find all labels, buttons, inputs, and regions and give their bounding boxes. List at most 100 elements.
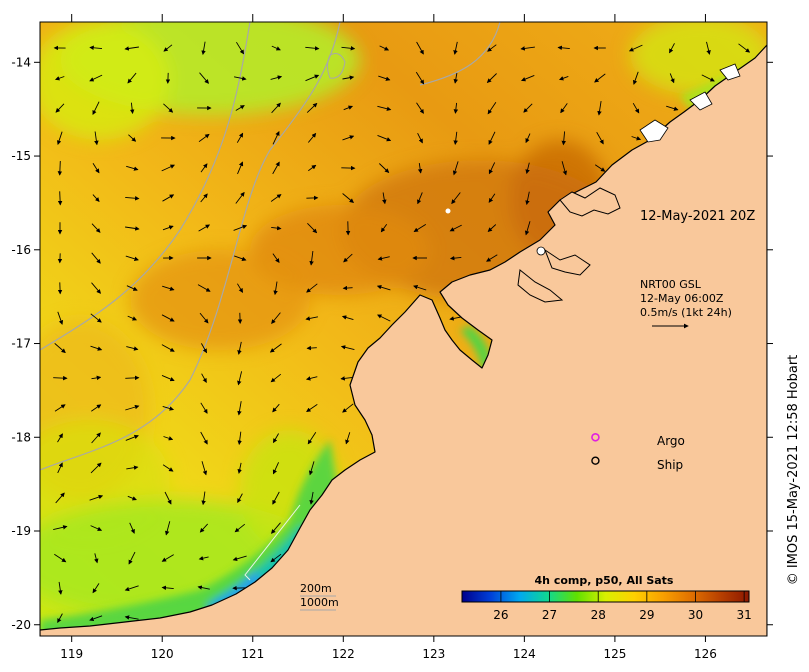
current-arrow-191 bbox=[126, 465, 139, 470]
island-cloud-mask bbox=[639, 63, 741, 143]
axis-ticks: 119 120 121 122 123 124 125 126 -14 -15 -16 -17 -18 -… bbox=[11, 14, 773, 661]
current-arrow-101 bbox=[451, 192, 461, 205]
isobath-north bbox=[419, 22, 501, 86]
current-arrow-225 bbox=[57, 613, 63, 624]
current-arrow-111 bbox=[307, 222, 318, 234]
current-arrow-45 bbox=[271, 102, 281, 114]
current-arrow-55 bbox=[632, 102, 640, 114]
land-mass bbox=[40, 44, 767, 636]
lat-tick-label-0: -14 bbox=[11, 55, 31, 69]
obs-legend: Argo Ship bbox=[657, 434, 685, 472]
current-arrow-164 bbox=[125, 375, 140, 381]
current-arrow-85 bbox=[452, 161, 459, 176]
current-arrow-162 bbox=[53, 375, 68, 381]
current-arrow-227 bbox=[124, 615, 139, 620]
current-product-label: NRT00 GSL bbox=[640, 278, 702, 291]
current-arrow-174 bbox=[162, 405, 175, 411]
current-arrow-89 bbox=[594, 164, 606, 172]
current-arrow-107 bbox=[162, 225, 174, 231]
current-arrow-7 bbox=[305, 46, 320, 51]
current-arrow-74 bbox=[57, 160, 63, 176]
current-arrow-12 bbox=[487, 44, 497, 52]
current-arrow-8 bbox=[341, 46, 356, 51]
current-arrow-157 bbox=[201, 343, 207, 354]
current-arrow-113 bbox=[380, 223, 388, 233]
current-arrow-58 bbox=[94, 131, 99, 146]
colorbar-tick-label-3: 29 bbox=[639, 608, 654, 622]
current-arrow-184 bbox=[200, 431, 208, 445]
current-arrow-139 bbox=[342, 285, 353, 291]
current-arrow-143 bbox=[90, 313, 102, 323]
current-arrow-125 bbox=[309, 251, 314, 266]
current-arrow-105 bbox=[91, 223, 101, 233]
current-arrow-4 bbox=[201, 41, 206, 56]
current-arrow-109 bbox=[233, 224, 248, 231]
current-arrow-167 bbox=[237, 371, 243, 386]
current-arrow-14 bbox=[557, 45, 570, 51]
current-arrow-169 bbox=[305, 376, 318, 381]
current-arrow-137 bbox=[273, 281, 278, 296]
current-arrow-197 bbox=[55, 492, 65, 504]
current-arrow-100 bbox=[417, 192, 423, 205]
current-arrow-222 bbox=[161, 585, 174, 591]
isobath-200m bbox=[40, 22, 251, 351]
current-arrow-73 bbox=[631, 136, 642, 141]
lon-tick-label-4: 123 bbox=[422, 647, 445, 661]
current-arrow-151 bbox=[377, 314, 391, 322]
colorbar-ramp bbox=[461, 590, 750, 603]
lon-tick-label-5: 124 bbox=[513, 647, 536, 661]
current-arrow-210 bbox=[234, 523, 246, 533]
current-arrow-158 bbox=[237, 341, 242, 355]
current-arrow-67 bbox=[417, 132, 423, 144]
current-arrow-61 bbox=[198, 133, 210, 143]
current-arrow-86 bbox=[488, 162, 496, 175]
current-arrow-219 bbox=[58, 581, 63, 595]
current-arrow-90 bbox=[57, 191, 63, 206]
current-arrow-156 bbox=[161, 344, 175, 352]
current-arrow-145 bbox=[161, 314, 175, 322]
current-arrow-92 bbox=[125, 196, 140, 201]
current-arrow-160 bbox=[306, 345, 317, 351]
current-arrow-178 bbox=[306, 404, 318, 413]
current-arrow-152 bbox=[449, 316, 463, 321]
current-arrow-181 bbox=[91, 432, 101, 444]
current-arrow-84 bbox=[417, 163, 423, 174]
current-arrow-68 bbox=[453, 131, 458, 145]
current-arrow-117 bbox=[524, 221, 531, 236]
lon-tick-label-6: 125 bbox=[603, 647, 626, 661]
current-arrow-182 bbox=[125, 434, 139, 441]
current-arrow-216 bbox=[198, 556, 209, 561]
current-arrow-136 bbox=[237, 283, 243, 293]
current-arrow-41 bbox=[129, 102, 135, 115]
current-arrow-198 bbox=[89, 494, 104, 501]
current-arrow-13 bbox=[520, 46, 535, 51]
current-arrow-70 bbox=[525, 133, 531, 144]
current-arrow-11 bbox=[453, 41, 458, 55]
current-arrow-94 bbox=[200, 193, 208, 203]
current-arrow-31 bbox=[453, 72, 458, 84]
colorbar-tick-label-0: 26 bbox=[493, 608, 508, 622]
current-arrow-149 bbox=[305, 316, 318, 321]
colorbar-tick-label-4: 30 bbox=[688, 608, 703, 622]
current-arrow-83 bbox=[378, 163, 390, 174]
argo-legend-label: Argo bbox=[657, 434, 685, 448]
current-arrow-153 bbox=[54, 343, 66, 354]
current-arrow-120 bbox=[125, 255, 139, 261]
current-arrow-42 bbox=[163, 103, 174, 113]
current-arrow-102 bbox=[488, 193, 496, 203]
colorbar-tick-label-1: 27 bbox=[542, 608, 557, 622]
current-arrow-133 bbox=[126, 285, 138, 291]
current-arrow-176 bbox=[237, 401, 242, 416]
current-arrow-114 bbox=[413, 224, 427, 232]
current-arrow-180 bbox=[57, 433, 63, 443]
colorbar-tick-label-5: 31 bbox=[736, 608, 751, 622]
isobath-200-label: 200m bbox=[300, 582, 332, 595]
current-arrow-95 bbox=[235, 191, 245, 204]
current-arrow-140 bbox=[376, 285, 391, 291]
current-arrow-208 bbox=[164, 521, 171, 536]
current-arrow-190 bbox=[90, 462, 102, 474]
current-arrow-106 bbox=[125, 226, 140, 231]
date-label: 12-May-2021 20Z bbox=[640, 209, 755, 224]
current-arrow-110 bbox=[271, 225, 282, 231]
current-arrow-33 bbox=[521, 74, 535, 82]
